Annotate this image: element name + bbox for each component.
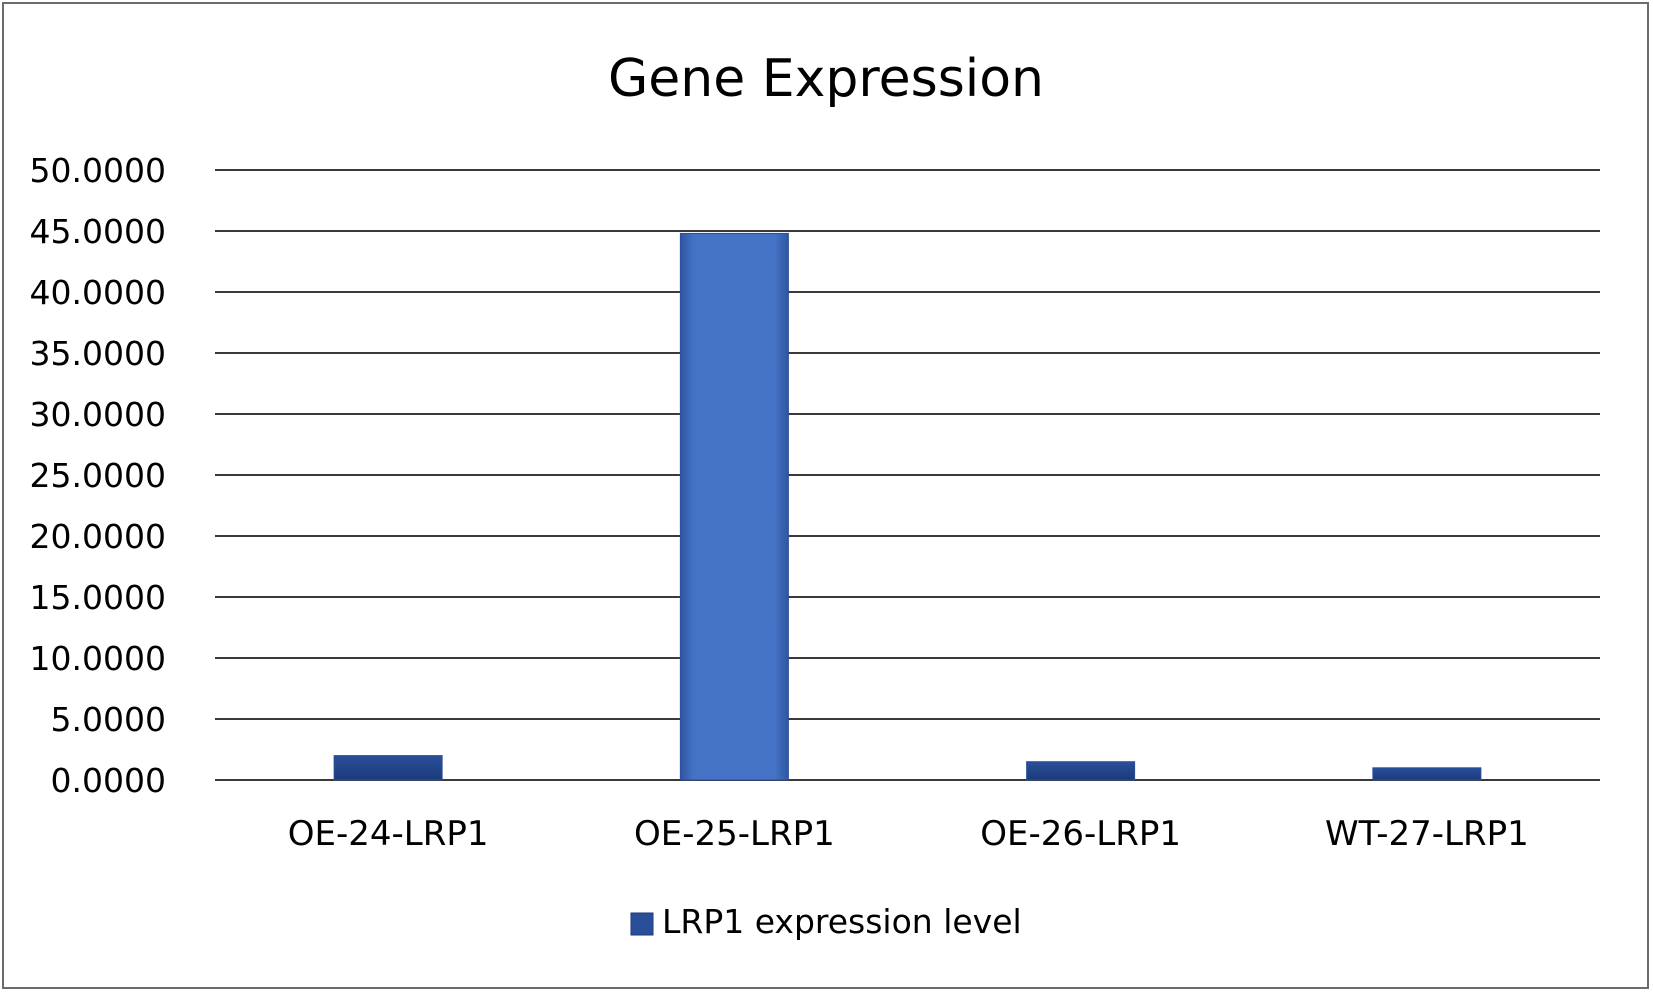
bar-oe-24-lrp1 [333,755,443,781]
y-tick-label: 45.0000 [30,212,166,251]
legend: LRP1 expression level [630,902,1022,941]
y-tick-label: 20.0000 [30,517,166,556]
x-category-label: OE-25-LRP1 [634,814,835,854]
legend-label: LRP1 expression level [662,902,1022,941]
y-tick-label: 0.0000 [51,761,166,800]
bar-oe-26-lrp1 [1026,761,1136,781]
x-axis-category-labels: OE-24-LRP1 OE-25-LRP1 OE-26-LRP1 WT-27-LRP1 [288,814,1529,854]
bar-oe-25-lrp1 [679,232,789,781]
gridlines [215,169,1600,781]
y-tick-label: 25.0000 [30,456,166,495]
legend-swatch [630,912,654,936]
y-tick-label: 35.0000 [30,334,166,373]
y-tick-label: 30.0000 [30,395,166,434]
x-category-label: OE-24-LRP1 [288,814,489,854]
chart-title: Gene Expression [608,49,1044,109]
bar-wt-27-lrp1 [1372,767,1482,781]
x-category-label: WT-27-LRP1 [1325,814,1529,854]
y-tick-label: 15.0000 [30,578,166,617]
y-tick-label: 10.0000 [30,639,166,678]
y-axis-tick-labels: 0.0000 5.0000 10.0000 15.0000 20.0000 25.0000… [30,151,166,800]
bars [333,232,1482,781]
y-tick-label: 5.0000 [51,700,166,739]
y-tick-label: 50.0000 [30,151,166,190]
x-category-label: OE-26-LRP1 [980,814,1181,854]
y-tick-label: 40.0000 [30,273,166,312]
